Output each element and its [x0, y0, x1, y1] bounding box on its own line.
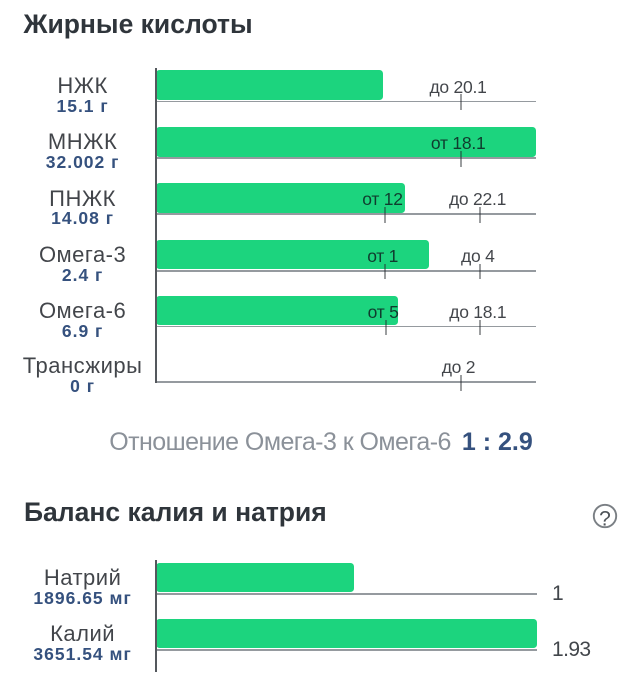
svg-text:?: ?	[599, 507, 611, 529]
